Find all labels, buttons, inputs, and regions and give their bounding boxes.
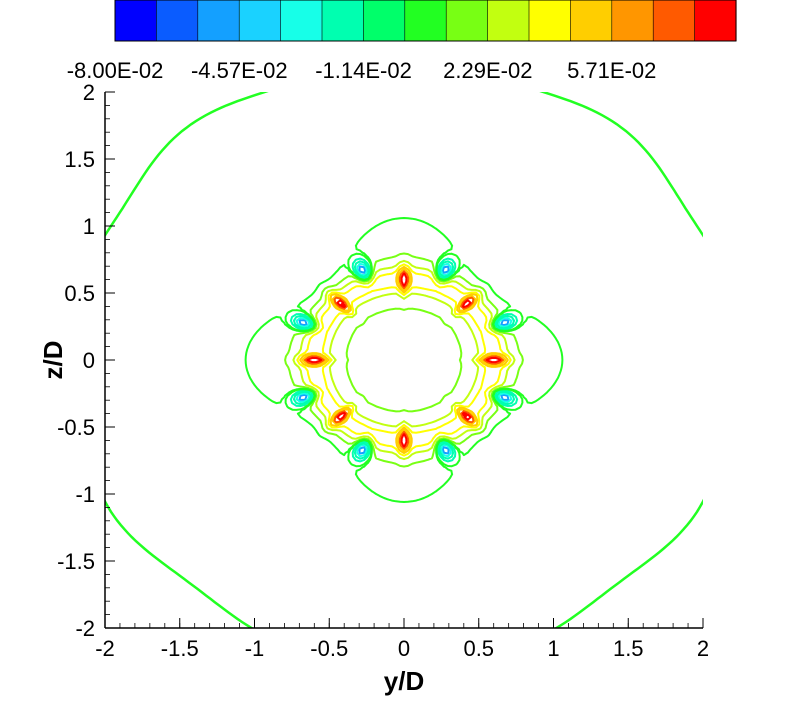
colorbar-border — [114, 0, 737, 42]
colorbar-swatch — [363, 0, 406, 41]
colorbar-swatch — [239, 0, 282, 41]
contour-line — [296, 263, 512, 457]
colorbar-swatch — [446, 0, 489, 41]
x-tick-label: -1.5 — [161, 636, 199, 661]
y-tick-label: 2 — [83, 80, 95, 105]
x-tick-label: 0.5 — [463, 636, 494, 661]
colorbar-label: -8.00E-02 — [67, 58, 164, 83]
contour-line — [298, 265, 510, 455]
colorbar-label: 5.71E-02 — [567, 58, 656, 83]
colorbar-swatch — [611, 0, 654, 41]
x-axis-title: y/D — [384, 666, 424, 696]
plot-frame — [104, 92, 703, 629]
y-tick-label: 0.5 — [64, 281, 95, 306]
colorbar-swatch — [197, 0, 240, 41]
contour-line — [284, 252, 524, 468]
x-tick-label: 0 — [398, 636, 410, 661]
y-tick-label: -2 — [75, 616, 95, 641]
contour-line — [299, 265, 509, 455]
y-tick-label: 1 — [83, 214, 95, 239]
contour-line — [292, 259, 516, 461]
contour-line — [292, 260, 516, 460]
colorbar-swatch — [529, 0, 571, 41]
colorbar-label: -1.14E-02 — [315, 58, 412, 83]
y-tick-label: -1.5 — [57, 549, 95, 574]
colorbar-swatch — [115, 0, 157, 41]
y-tick-label: 0 — [83, 348, 95, 373]
y-tick-label: 1.5 — [64, 147, 95, 172]
x-tick-label: -0.5 — [310, 636, 348, 661]
y-tick-label: -1 — [75, 482, 95, 507]
colorbar-swatch — [156, 0, 199, 41]
contour-line — [304, 270, 504, 450]
colorbar-swatch — [280, 0, 323, 41]
x-axis-ticks: -2 -1.5 -1 -0.5 0 0.5 1 1.5 2 — [95, 618, 709, 661]
contour-line — [301, 268, 507, 452]
contour-line — [295, 262, 513, 458]
colorbar-swatch — [487, 0, 530, 41]
contour-field — [105, 92, 703, 628]
x-tick-label: 2 — [697, 636, 709, 661]
outer-contour-ring — [105, 92, 703, 628]
colorbar-swatch — [404, 0, 447, 41]
colorbar-label: 2.29E-02 — [443, 58, 532, 83]
y-tick-label: -0.5 — [57, 415, 95, 440]
x-tick-label: 1.5 — [613, 636, 644, 661]
x-tick-label: -1 — [245, 636, 265, 661]
colorbar-swatch — [694, 0, 737, 41]
colorbar-swatch — [653, 0, 696, 41]
colorbar-labels: -8.00E-02 -4.57E-02 -1.14E-02 2.29E-02 5.71E… — [67, 58, 657, 83]
y-axis-ticks: -2 -1.5 -1 -0.5 0 0.5 1 1.5 2 — [57, 80, 115, 641]
y-axis-title: z/D — [38, 341, 68, 380]
contour-line — [244, 217, 564, 503]
colorbar — [114, 0, 737, 42]
contour-line — [289, 257, 519, 463]
x-tick-label: 1 — [547, 636, 559, 661]
colorbar-swatch — [570, 0, 613, 41]
colorbar-swatch — [322, 0, 364, 41]
colorbar-label: -4.57E-02 — [191, 58, 288, 83]
contour-line — [306, 272, 502, 448]
x-tick-label: -2 — [95, 636, 115, 661]
